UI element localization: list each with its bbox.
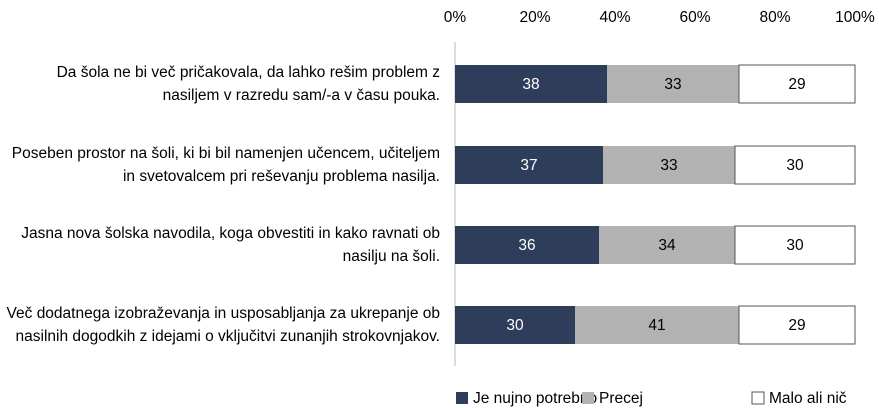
bar-segment	[455, 146, 603, 184]
data-label: 29	[788, 317, 805, 334]
data-label: 33	[660, 157, 677, 174]
category-label: Da šola ne bi več pričakovala, da lahko …	[56, 64, 440, 104]
data-label: 30	[506, 317, 524, 334]
bar-segment	[455, 226, 599, 264]
data-label: 34	[658, 237, 676, 254]
legend-label: Je nujno potrebno	[473, 390, 597, 407]
category-label: Poseben prostor na šoli, ki bi bil namen…	[11, 145, 440, 185]
x-tick-label: 0%	[444, 9, 467, 26]
x-tick-label: 80%	[759, 9, 790, 26]
bar-segment	[455, 65, 607, 103]
data-label: 30	[786, 157, 804, 174]
bar-segment	[734, 145, 856, 185]
data-label: 38	[522, 76, 539, 93]
legend-swatch	[582, 392, 594, 404]
bar-segment	[455, 306, 575, 344]
x-tick-label: 20%	[519, 9, 550, 26]
legend-label: Precej	[599, 390, 643, 407]
category-label: Jasna nova šolska navodila, koga obvesti…	[21, 225, 440, 265]
data-label: 36	[518, 237, 535, 254]
bar-segment	[607, 65, 739, 103]
bar-segment	[738, 305, 856, 345]
data-label: 30	[786, 237, 804, 254]
bar-segment	[599, 226, 735, 264]
bar-segment	[603, 146, 735, 184]
legend-swatch	[456, 392, 468, 404]
x-tick-label: 100%	[835, 9, 875, 26]
data-label: 37	[520, 157, 537, 174]
data-label: 41	[648, 317, 665, 334]
data-label: 29	[788, 76, 805, 93]
category-label: Več dodatnega izobraževanja in usposablj…	[6, 305, 440, 345]
x-tick-label: 40%	[599, 9, 630, 26]
data-label: 33	[664, 76, 681, 93]
bar-segment	[738, 64, 856, 104]
x-tick-label: 60%	[679, 9, 710, 26]
legend-swatch	[751, 391, 765, 405]
bar-segment	[575, 306, 739, 344]
bar-segment	[734, 225, 856, 265]
legend-label: Malo ali nič	[769, 390, 847, 407]
